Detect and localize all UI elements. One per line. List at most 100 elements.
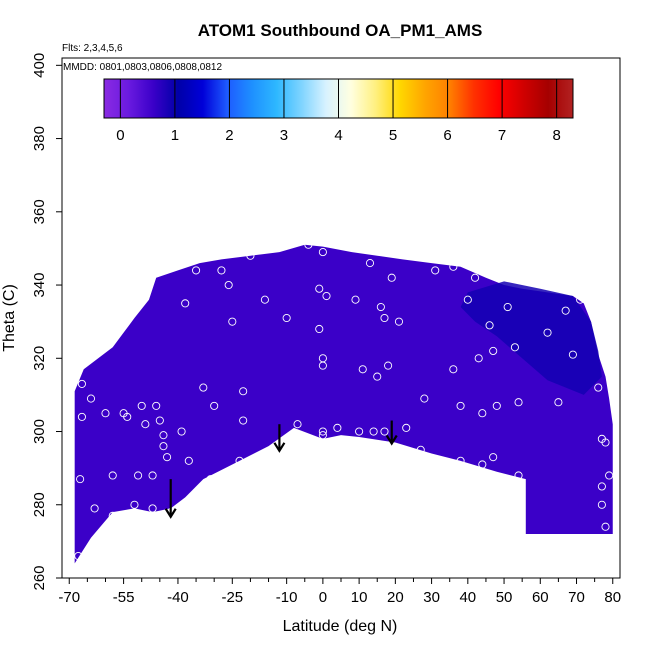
sample-point	[282, 313, 291, 323]
sample-point	[184, 456, 193, 465]
sample-point	[123, 412, 132, 421]
y-tick-label: 400	[31, 53, 48, 78]
colorbar-tick-label: 6	[443, 127, 451, 144]
sample-point	[449, 365, 458, 374]
x-axis-label: Latitude (deg N)	[283, 618, 398, 635]
sample-points	[74, 240, 614, 561]
colorbar-tick-label: 8	[552, 127, 560, 144]
sample-point	[597, 500, 606, 509]
sample-point	[576, 295, 585, 304]
x-tick-label: -70	[58, 589, 80, 606]
sample-point	[163, 453, 172, 462]
x-tick-label: -25	[221, 589, 243, 606]
sample-point	[478, 460, 487, 469]
x-tick-label: 70	[568, 589, 585, 606]
sample-point	[456, 456, 465, 465]
sample-point	[503, 302, 512, 312]
sample-point	[561, 306, 570, 315]
sample-point	[514, 471, 523, 480]
x-axis: -70 -55 -40 -25 -10 0 10 20 30 40 50 60 70 80	[58, 578, 621, 606]
flights-annotation: Flts: 2,3,4,5,6	[62, 43, 123, 54]
sample-point	[594, 383, 603, 392]
sample-point	[86, 394, 96, 403]
sample-point	[597, 482, 606, 491]
sample-point	[387, 273, 396, 282]
sample-point	[318, 431, 327, 440]
sample-point	[108, 471, 117, 480]
sample-point	[206, 475, 215, 484]
field-low-region	[460, 281, 602, 395]
colorbar-tick-label: 7	[498, 127, 506, 144]
sample-point	[485, 321, 494, 330]
colorbar-tick-label: 5	[389, 127, 397, 144]
sample-point	[315, 324, 324, 334]
sample-point	[369, 427, 378, 436]
x-tick-label: 40	[459, 589, 476, 606]
sample-point	[568, 350, 577, 359]
sample-point	[456, 401, 465, 410]
sample-point	[463, 295, 472, 304]
x-tick-label: 80	[604, 589, 621, 606]
sample-point	[152, 401, 161, 410]
sample-point	[217, 266, 226, 275]
sample-point	[239, 416, 248, 425]
arrows	[164, 420, 398, 519]
sample-point	[101, 409, 110, 418]
sample-point	[351, 295, 360, 304]
sample-point	[514, 398, 523, 407]
sample-point	[554, 398, 563, 407]
x-tick-label: -55	[113, 589, 135, 606]
sample-point	[74, 551, 83, 561]
sample-point	[148, 504, 157, 513]
y-tick-label: 320	[31, 346, 48, 371]
sample-point	[77, 412, 86, 421]
sample-point	[293, 420, 302, 429]
sample-point	[318, 361, 327, 370]
sample-point	[260, 295, 269, 304]
sample-point	[192, 266, 201, 275]
chart-title: ATOM1 Southbound OA_PM1_AMS	[198, 21, 483, 40]
sample-point	[181, 299, 190, 308]
arrow-head	[273, 442, 286, 453]
sample-point	[355, 427, 364, 436]
colorbar-tick-label: 3	[280, 127, 288, 144]
colorbar-tick-label: 2	[225, 127, 233, 144]
colorbar-tick-label: 0	[116, 127, 124, 144]
x-tick-label: -40	[167, 589, 189, 606]
y-tick-label: 260	[31, 565, 48, 590]
sample-point	[155, 416, 164, 425]
sample-point	[420, 394, 429, 403]
sample-point	[380, 427, 389, 436]
sample-point	[543, 328, 552, 337]
sample-point	[601, 438, 610, 447]
sample-point	[384, 361, 393, 370]
sample-point	[177, 427, 186, 436]
x-tick-label: 50	[496, 589, 513, 606]
dates-annotation: MMDD: 0801,0803,0806,0808,0812	[63, 62, 222, 73]
y-tick-label: 380	[31, 126, 48, 151]
x-tick-label: -10	[276, 589, 298, 606]
colorbar-tick-label: 1	[171, 127, 179, 144]
sample-point	[318, 427, 327, 436]
x-tick-label: 60	[532, 589, 549, 606]
colorbar: 0 1 2 3 4 5 6 7 8	[103, 78, 574, 144]
sample-point	[315, 284, 324, 293]
sample-point	[322, 291, 331, 301]
sample-point	[199, 383, 208, 392]
sample-point	[134, 471, 143, 480]
sample-point	[402, 423, 411, 432]
sample-point	[510, 343, 519, 352]
sample-point	[235, 456, 244, 465]
sample-point	[474, 354, 483, 363]
sample-point	[478, 409, 487, 418]
sample-point	[431, 266, 440, 275]
sample-point	[492, 401, 501, 410]
x-tick-label: 20	[387, 589, 404, 606]
sample-point	[358, 365, 367, 374]
sample-point	[365, 259, 375, 268]
y-tick-label: 340	[31, 273, 48, 298]
sample-point	[228, 317, 237, 326]
x-tick-label: 10	[351, 589, 368, 606]
sample-point	[108, 511, 117, 520]
sample-point	[224, 280, 233, 290]
